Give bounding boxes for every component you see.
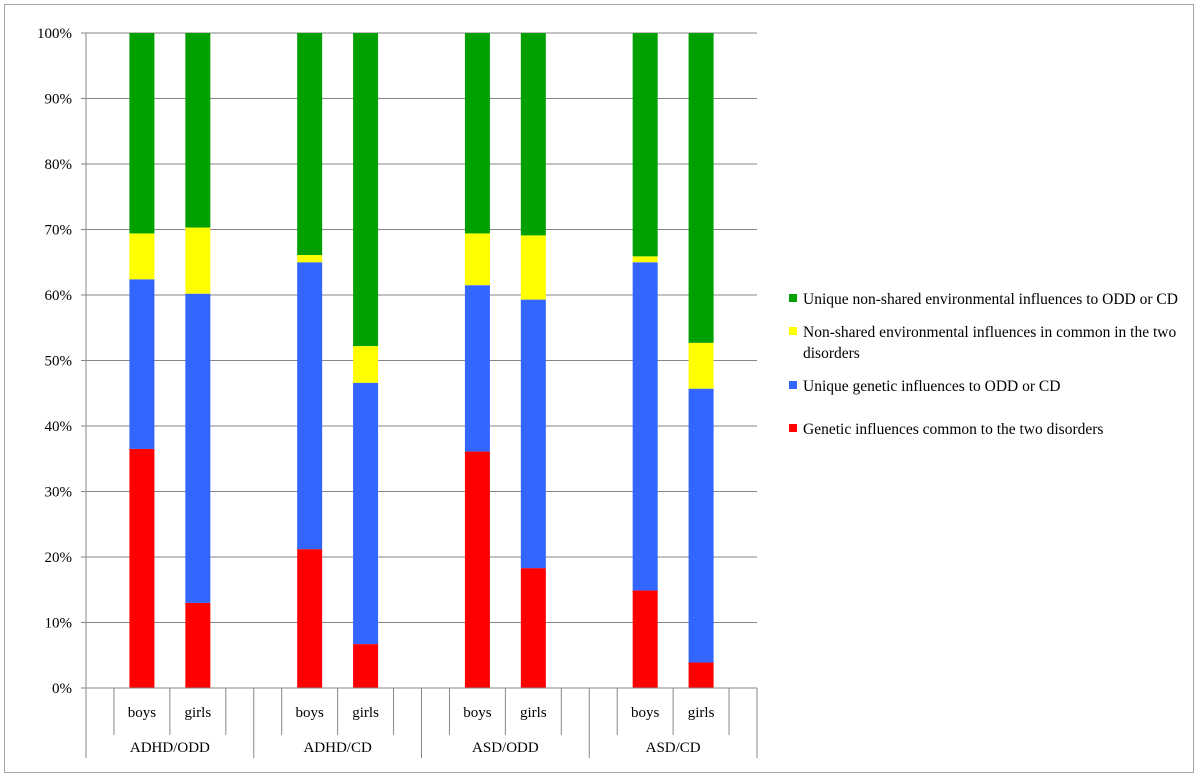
- y-axis-tick-labels: 0% 10% 20% 30% 40% 50% 60% 70% 80% 90% 100%: [37, 26, 72, 697]
- y-tick-label: 90%: [45, 92, 73, 108]
- x-category-label: boys: [295, 705, 324, 721]
- bars: [129, 33, 714, 688]
- bar-segment: [185, 33, 211, 228]
- y-tick-label: 10%: [45, 616, 73, 632]
- bar-segment: [297, 255, 323, 263]
- bar-segment: [185, 602, 211, 688]
- x-axis: boys girls ADHD/ODD boys girls ADHD/CD boys gir…: [85, 687, 758, 758]
- bar-segment: [129, 233, 155, 280]
- y-tick-label: 50%: [45, 354, 73, 370]
- bar-segment: [520, 235, 546, 300]
- x-category-label: girls: [352, 705, 379, 721]
- bar-segment: [353, 382, 379, 645]
- y-tick-label: 80%: [45, 157, 73, 173]
- bar-segment: [688, 662, 714, 688]
- legend-item-unique-environmental: Unique non-shared environmental influenc…: [789, 289, 1184, 310]
- y-tick-label: 20%: [45, 550, 73, 566]
- legend: Unique non-shared environmental influenc…: [789, 289, 1184, 452]
- legend-item-common-genetic: Genetic influences common to the two dis…: [789, 419, 1184, 440]
- bar-segment: [185, 227, 211, 294]
- bar-segment: [297, 33, 323, 256]
- bar-segment: [129, 279, 155, 449]
- x-group-label: ADHD/ODD: [130, 740, 210, 756]
- bar-segment: [464, 33, 490, 234]
- bar-segment: [632, 33, 658, 257]
- bar-segment: [129, 448, 155, 688]
- y-tick-label: 70%: [45, 223, 73, 239]
- y-tick-label: 40%: [45, 419, 73, 435]
- x-category-label: girls: [520, 705, 547, 721]
- bar-segment: [464, 233, 490, 286]
- y-tick-label: 60%: [45, 288, 73, 304]
- x-group-label: ASD/ODD: [472, 740, 539, 756]
- bar-segment: [520, 33, 546, 236]
- bar-segment: [353, 33, 379, 347]
- x-group-label: ADHD/CD: [303, 740, 372, 756]
- x-category-label: boys: [631, 705, 660, 721]
- bar-segment: [297, 262, 323, 550]
- bar-segment: [632, 262, 658, 591]
- legend-swatch-red: [789, 424, 797, 432]
- x-category-label: boys: [463, 705, 492, 721]
- bar-segment: [632, 590, 658, 688]
- legend-label: Non-shared environmental influences in c…: [803, 324, 1177, 362]
- x-group-label: ASD/CD: [646, 740, 701, 756]
- bar-segment: [297, 549, 323, 688]
- bar-segment: [688, 388, 714, 663]
- bar-segment: [464, 451, 490, 688]
- legend-item-unique-genetic: Unique genetic influences to ODD or CD: [789, 376, 1184, 397]
- bar-segment: [688, 33, 714, 343]
- bar-segment: [520, 299, 546, 569]
- y-tick-label: 30%: [45, 485, 73, 501]
- bar-segment: [185, 293, 211, 603]
- y-tick-label: 100%: [37, 26, 72, 42]
- bar-segment: [353, 644, 379, 688]
- bar-segment: [688, 342, 714, 389]
- legend-item-common-environmental: Non-shared environmental influences in c…: [789, 322, 1184, 364]
- legend-swatch-green: [789, 294, 797, 302]
- bar-segment: [520, 568, 546, 688]
- legend-label: Genetic influences common to the two dis…: [803, 421, 1104, 438]
- bar-segment: [464, 285, 490, 452]
- x-category-label: girls: [184, 705, 211, 721]
- bar-segment: [632, 256, 658, 263]
- legend-label: Unique non-shared environmental influenc…: [803, 291, 1178, 308]
- x-category-label: girls: [688, 705, 715, 721]
- y-tick-label: 0%: [52, 681, 72, 697]
- legend-swatch-yellow: [789, 327, 797, 335]
- bar-segment: [129, 33, 155, 234]
- legend-swatch-blue: [789, 381, 797, 389]
- x-category-label: boys: [128, 705, 157, 721]
- bar-segment: [353, 346, 379, 383]
- legend-label: Unique genetic influences to ODD or CD: [803, 378, 1061, 395]
